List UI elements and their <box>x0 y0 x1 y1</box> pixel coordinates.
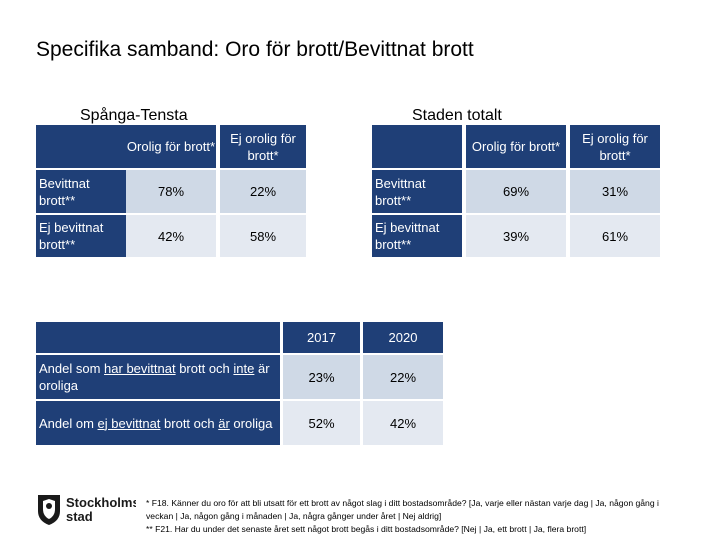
bottom-cell: 23% <box>283 355 360 399</box>
left-cell: 58% <box>220 215 306 257</box>
right-table-heading: Staden totalt <box>412 107 502 124</box>
bottom-col-header: 2020 <box>363 322 443 353</box>
right-table-corner <box>372 125 462 168</box>
bottom-row-label: Andel om ej bevittnat brott och är oroli… <box>36 401 280 445</box>
footnotes: * F18. Känner du oro för att bli utsatt … <box>146 497 686 536</box>
right-col-header: Orolig för brott* <box>466 125 566 168</box>
bottom-cell: 42% <box>363 401 443 445</box>
footnote: * F18. Känner du oro för att bli utsatt … <box>146 498 659 521</box>
bottom-col-header: 2017 <box>283 322 360 353</box>
left-col-header: Orolig för brott* <box>126 125 216 168</box>
left-cell: 22% <box>220 170 306 213</box>
right-cell: 61% <box>570 215 660 257</box>
left-cell: 78% <box>126 170 216 213</box>
bottom-row-label: Andel som har bevittnat brott och inte ä… <box>36 355 280 399</box>
logo-text: stad <box>66 509 93 524</box>
left-table-corner <box>36 125 126 168</box>
bottom-table: 2017 2020 Andel som har bevittnat brott … <box>36 322 443 445</box>
logo-text: Stockholms <box>66 495 136 510</box>
left-row-label: Ej bevittnat brott** <box>36 215 126 257</box>
bottom-cell: 52% <box>283 401 360 445</box>
left-col-header: Ej orolig för brott* <box>220 125 306 168</box>
left-cell: 42% <box>126 215 216 257</box>
right-row-label: Ej bevittnat brott** <box>372 215 462 257</box>
page-title: Specifika samband: Oro för brott/Bevittn… <box>36 38 474 61</box>
right-row-label: Bevittnat brott** <box>372 170 462 213</box>
footnote: ** F21. Har du under det senaste året se… <box>146 524 587 534</box>
right-table: Orolig för brott* Ej orolig för brott* B… <box>372 125 660 257</box>
right-cell: 39% <box>466 215 566 257</box>
left-row-label: Bevittnat brott** <box>36 170 126 213</box>
left-table: Orolig för brott* Ej orolig för brott* B… <box>36 125 306 257</box>
left-table-heading: Spånga-Tensta <box>80 107 188 124</box>
right-cell: 69% <box>466 170 566 213</box>
bottom-table-corner <box>36 322 280 353</box>
right-cell: 31% <box>570 170 660 213</box>
bottom-cell: 22% <box>363 355 443 399</box>
stockholms-stad-logo: Stockholms stad <box>36 491 140 532</box>
right-col-header: Ej orolig för brott* <box>570 125 660 168</box>
